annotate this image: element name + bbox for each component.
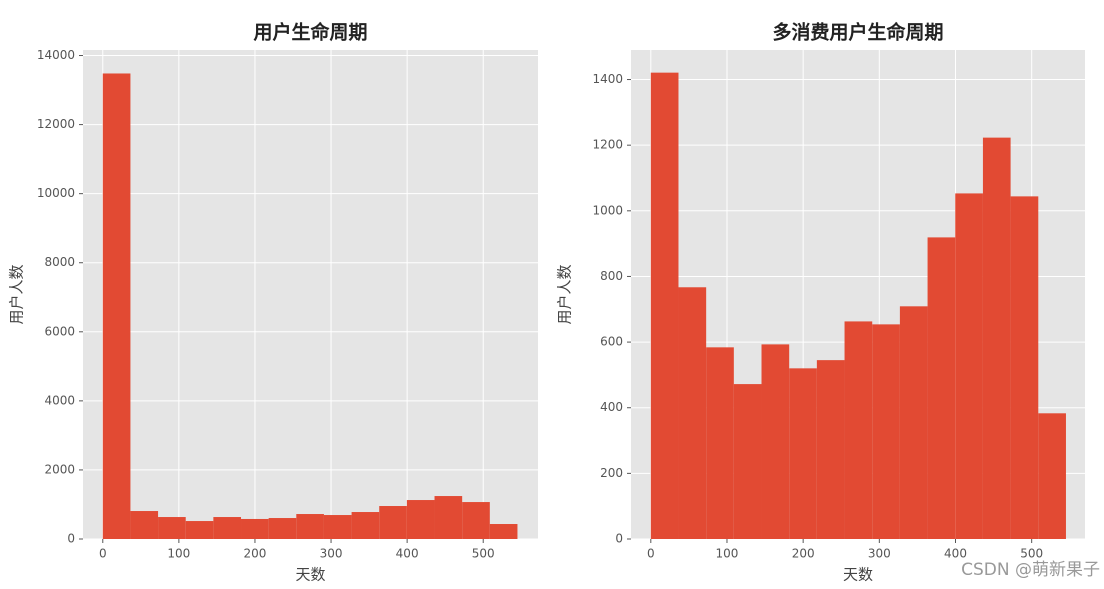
bar <box>816 360 845 539</box>
bar <box>268 518 297 539</box>
bar <box>102 73 131 540</box>
y-tick-label: 4000 <box>44 393 75 407</box>
plot-area <box>83 50 538 539</box>
bar <box>130 511 159 539</box>
bar <box>241 518 269 539</box>
x-tick-label: 100 <box>167 547 190 561</box>
bar <box>158 517 186 539</box>
bar <box>489 524 518 539</box>
bar <box>434 496 463 539</box>
bar <box>678 287 707 539</box>
bar <box>844 321 873 539</box>
bar <box>982 137 1011 540</box>
bar <box>1038 413 1066 539</box>
bar <box>789 368 817 539</box>
y-tick-label: 0 <box>67 532 75 546</box>
y-tick-label: 200 <box>600 466 623 480</box>
bar <box>650 72 679 540</box>
x-tick-label: 300 <box>868 547 891 561</box>
bar <box>872 324 900 539</box>
x-tick-label: 100 <box>716 547 739 561</box>
x-tick-label: 0 <box>99 547 107 561</box>
y-tick-label: 10000 <box>37 186 75 200</box>
bar <box>733 384 762 539</box>
bar <box>379 506 407 539</box>
y-tick-label: 400 <box>600 400 623 414</box>
bar <box>955 193 983 539</box>
bar <box>761 344 790 539</box>
bar <box>185 521 214 539</box>
bar <box>1010 196 1039 539</box>
bar <box>351 512 380 539</box>
bar <box>927 237 956 539</box>
y-tick-label: 0 <box>615 532 623 546</box>
bar <box>323 515 352 539</box>
x-tick-label: 500 <box>1020 547 1043 561</box>
x-tick-label: 400 <box>944 547 967 561</box>
y-tick-label: 1400 <box>592 72 623 86</box>
x-axis-label: 天数 <box>295 566 325 584</box>
bar <box>213 517 242 539</box>
x-tick-label: 500 <box>472 547 495 561</box>
x-axis-label: 天数 <box>843 566 873 584</box>
y-tick-label: 2000 <box>44 462 75 476</box>
x-tick-label: 0 <box>647 547 655 561</box>
y-tick-label: 800 <box>600 269 623 283</box>
bar <box>706 347 734 539</box>
bar <box>899 306 928 539</box>
y-tick-label: 14000 <box>37 48 75 62</box>
chart-title: 用户生命周期 <box>253 21 367 44</box>
y-tick-label: 600 <box>600 335 623 349</box>
x-tick-label: 200 <box>244 547 267 561</box>
y-axis-label: 用户人数 <box>556 264 574 324</box>
bar <box>462 502 490 539</box>
bar <box>406 500 435 539</box>
y-tick-label: 1000 <box>592 203 623 217</box>
watermark: CSDN @萌新果子 <box>961 560 1100 580</box>
y-tick-label: 8000 <box>44 255 75 269</box>
y-tick-label: 12000 <box>37 117 75 131</box>
x-tick-label: 400 <box>396 547 419 561</box>
x-tick-label: 200 <box>792 547 815 561</box>
bar <box>296 514 324 539</box>
x-tick-label: 300 <box>320 547 343 561</box>
y-tick-label: 6000 <box>44 324 75 338</box>
chart-title: 多消费用户生命周期 <box>772 21 943 44</box>
y-axis-label: 用户人数 <box>8 264 26 324</box>
y-tick-label: 1200 <box>592 138 623 152</box>
